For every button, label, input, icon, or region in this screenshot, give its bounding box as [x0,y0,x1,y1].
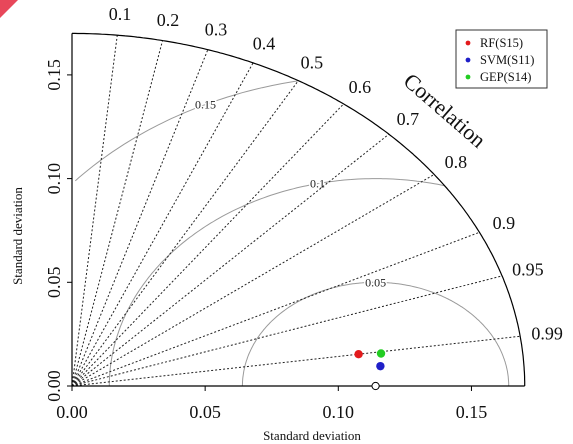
correlation-tick-label: 0.99 [531,323,563,343]
correlation-tick-label: 0.2 [157,10,180,30]
axis-layer: 0.1 0.2 0.30.40.50.60.70.80.90.950.990.00 0… [44,4,563,422]
correlation-tick-label: 0.9 [493,213,516,233]
legend-marker-svm [465,57,471,63]
correlation-ray [71,40,164,387]
model-point [376,349,386,358]
rmsd-contour-label: 0.1 [310,177,325,191]
y-tick-label: 0.00 [44,370,64,402]
correlation-tick-label: 0.3 [205,19,228,39]
correlation-tick-label: 0.8 [445,152,468,172]
correlation-ray [71,103,344,387]
rmsd-contour [74,80,298,182]
correlation-ray [71,133,390,387]
legend-marker-gep [465,74,471,80]
point-layer [354,349,386,391]
rmsd-contour-label: 0.15 [195,98,216,112]
reference-point [371,381,380,391]
correlation-ray [71,275,503,387]
y-tick-label: 0.15 [44,59,64,91]
x-tick-label: 0.10 [323,402,355,422]
x-tick-label: 0.15 [456,402,488,422]
correlation-tick-label: 0.6 [349,77,372,97]
correlation-tick-label: 0.4 [253,33,276,53]
x-axis-title: Standard deviation [263,428,361,443]
correlation-ray [71,49,209,387]
correlation-tick-label: 0.5 [301,52,324,72]
legend: RF(S15) SVM(S11) GEP(S14) [455,29,548,89]
correlation-outer-arc [72,32,526,386]
legend-label-svm: SVM(S11) [480,53,534,67]
correlation-ray [71,174,435,387]
legend-label-rf: RF(S15) [480,36,523,50]
y-axis-title: Standard deviation [10,187,25,285]
legend-marker-rf [465,40,471,46]
rmsd-contour-label: 0.05 [365,275,386,289]
correlation-ray [71,62,254,387]
correlation-ray [71,335,521,387]
correlation-tick-label: 0.95 [512,259,544,279]
grid-layer: 0.05 0.1 0.15 [71,35,521,387]
model-point [354,349,363,359]
y-tick-label: 0.10 [44,163,64,195]
legend-label-gep: GEP(S14) [480,70,531,84]
model-point [376,361,385,371]
correlation-tick-label: 0.7 [397,109,420,129]
correlation-tick-label: 0.1 [109,4,132,24]
y-tick-label: 0.05 [44,267,64,299]
legend-box [455,29,548,89]
rmsd-contour [241,281,510,386]
correlation-ray [71,80,299,387]
correlation-ray [71,231,480,387]
x-tick-label: 0.00 [56,402,88,422]
x-tick-label: 0.05 [189,402,221,422]
rmsd-contour [108,178,445,386]
correlation-ray [71,35,118,387]
